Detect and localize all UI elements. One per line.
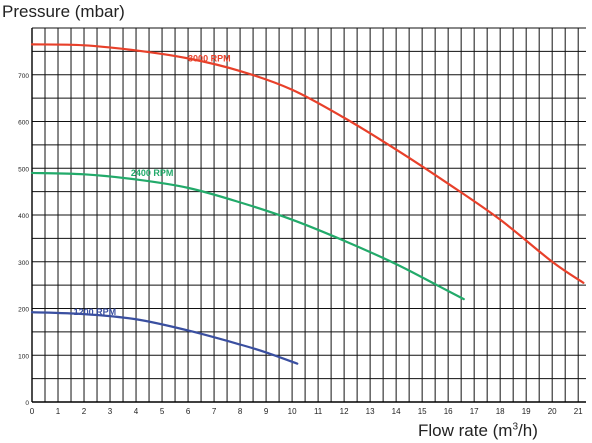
series-line-1200-rpm <box>30 311 299 365</box>
x-axis-label-prefix: Flow rate (m <box>418 421 513 440</box>
x-axis-label-sup: 3 <box>512 421 519 433</box>
y-tick-label: 400 <box>18 213 29 220</box>
x-axis-label: Flow rate (m3/h) <box>418 421 538 441</box>
x-tick-label: 2 <box>82 407 87 416</box>
chart-title: Pressure (mbar) <box>2 2 125 21</box>
y-tick-label: 500 <box>18 166 29 173</box>
x-tick-label: 11 <box>314 407 323 416</box>
y-tick-label: 0 <box>25 400 29 407</box>
series-label-2400-rpm: 2400 RPM <box>131 168 174 178</box>
x-tick-label: 8 <box>238 407 243 416</box>
x-tick-label: 15 <box>418 407 427 416</box>
x-tick-label: 17 <box>470 407 479 416</box>
x-tick-label: 3 <box>108 407 113 416</box>
y-tick-label: 100 <box>18 353 29 360</box>
x-tick-label: 18 <box>496 407 505 416</box>
series-line-2400-rpm <box>30 171 465 301</box>
y-tick-label: 300 <box>18 260 29 267</box>
x-tick-label: 0 <box>30 407 35 416</box>
x-tick-label: 21 <box>574 407 583 416</box>
series-label-1200-rpm: 1200 RPM <box>74 307 117 317</box>
x-tick-label: 1 <box>56 407 61 416</box>
x-tick-label: 7 <box>212 407 217 416</box>
x-axis-label-suffix: /h) <box>518 421 538 440</box>
x-tick-label: 4 <box>134 407 139 416</box>
y-tick-label: 200 <box>18 307 29 314</box>
x-tick-label: 14 <box>392 407 401 416</box>
x-tick-label: 6 <box>186 407 191 416</box>
series-line-3000-rpm <box>30 43 585 284</box>
series-label-3000-rpm: 3000 RPM <box>188 53 231 63</box>
x-tick-label: 13 <box>366 407 375 416</box>
x-tick-label: 19 <box>522 407 531 416</box>
x-tick-label: 12 <box>340 407 349 416</box>
x-tick-label: 10 <box>288 407 297 416</box>
x-tick-label: 16 <box>444 407 453 416</box>
x-tick-label: 20 <box>548 407 557 416</box>
y-tick-label: 600 <box>18 120 29 127</box>
y-tick-label: 700 <box>18 73 29 80</box>
x-tick-label: 9 <box>264 407 269 416</box>
x-tick-label: 5 <box>160 407 165 416</box>
